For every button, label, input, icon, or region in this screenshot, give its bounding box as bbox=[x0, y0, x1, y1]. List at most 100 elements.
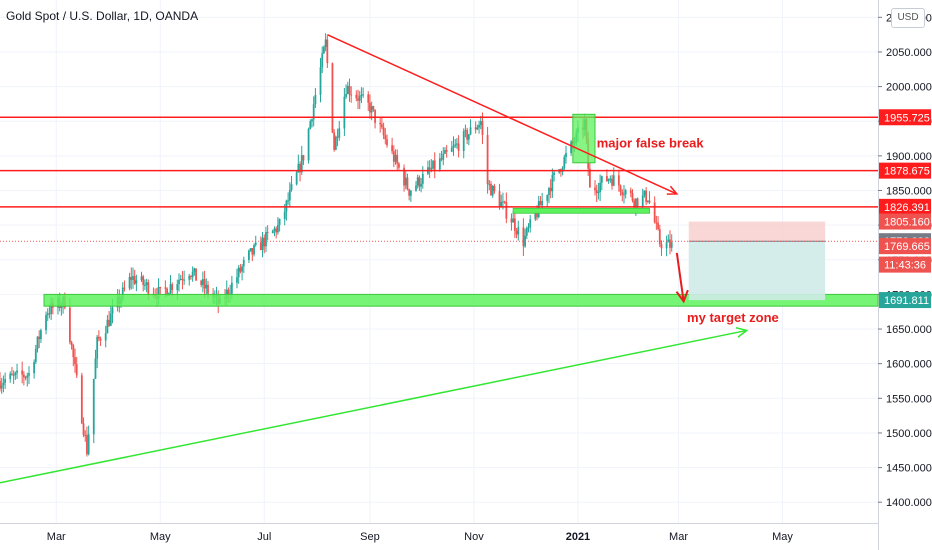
candle-body bbox=[326, 39, 329, 64]
candle-body bbox=[338, 128, 341, 138]
candle-body bbox=[456, 143, 458, 145]
candle-body bbox=[500, 201, 503, 207]
candle-body bbox=[416, 177, 419, 186]
candle-body bbox=[670, 242, 673, 248]
candle-body bbox=[466, 130, 469, 140]
candle-body bbox=[2, 382, 5, 385]
candle-body bbox=[462, 131, 465, 152]
candle-body bbox=[548, 188, 550, 196]
candle-body bbox=[415, 185, 417, 191]
candle-body bbox=[655, 222, 658, 224]
y-tick-label: 1900.000 bbox=[886, 151, 932, 163]
candle-body bbox=[135, 280, 138, 284]
candle-body bbox=[372, 106, 375, 110]
candle-body bbox=[553, 172, 555, 175]
x-tick-label: Jul bbox=[257, 531, 271, 543]
candle-body bbox=[391, 145, 394, 152]
candle-body bbox=[386, 139, 388, 146]
candle-body bbox=[430, 168, 433, 170]
candle-body bbox=[300, 155, 303, 173]
candle-body bbox=[452, 145, 455, 148]
candle-body bbox=[24, 377, 27, 379]
candle-body bbox=[200, 280, 203, 285]
candle-body bbox=[297, 163, 300, 173]
candle-body bbox=[488, 183, 491, 185]
candle-body bbox=[588, 168, 591, 188]
candle-body bbox=[457, 143, 460, 152]
candle-body bbox=[355, 94, 358, 99]
candle-body bbox=[636, 198, 639, 207]
candle-body bbox=[157, 287, 160, 299]
candle-body bbox=[643, 190, 646, 196]
candle-body bbox=[290, 184, 293, 190]
x-tick-label: Nov bbox=[464, 531, 484, 543]
x-tick-label: May bbox=[772, 531, 793, 543]
candle-body bbox=[658, 229, 661, 245]
candle-body bbox=[541, 200, 544, 206]
candle-body bbox=[657, 222, 659, 230]
candle-body bbox=[70, 342, 73, 346]
candle-body bbox=[665, 242, 668, 249]
candle-body bbox=[645, 190, 648, 202]
candle-body bbox=[512, 218, 515, 223]
candle-body bbox=[619, 185, 622, 192]
position-stop-box[interactable] bbox=[688, 221, 826, 242]
candle-body bbox=[502, 201, 504, 203]
candle-body bbox=[205, 284, 208, 289]
candle-body bbox=[142, 276, 145, 286]
candle-body bbox=[46, 313, 49, 316]
price-tag: 11:43:36 bbox=[884, 260, 926, 272]
y-tick-label: 1400.000 bbox=[886, 497, 932, 509]
candle-body bbox=[600, 176, 603, 183]
candle-body bbox=[358, 95, 361, 101]
candle-body bbox=[82, 423, 85, 435]
uptrend-line[interactable] bbox=[0, 329, 747, 484]
candle-body bbox=[169, 284, 172, 294]
candle-body bbox=[334, 136, 337, 150]
forecast-arrow-line[interactable] bbox=[675, 252, 685, 302]
candle-body bbox=[312, 104, 315, 120]
y-tick-label: 1450.000 bbox=[886, 463, 932, 475]
candle-body bbox=[374, 109, 376, 123]
candle-body bbox=[12, 374, 15, 376]
candle-body bbox=[551, 174, 554, 192]
candle-body bbox=[367, 94, 370, 103]
candle-body bbox=[144, 284, 146, 286]
candle-body bbox=[96, 336, 99, 359]
candle-body bbox=[203, 279, 206, 289]
candle-body bbox=[505, 202, 508, 219]
chart-title: Gold Spot / U.S. Dollar, 1D, OANDA bbox=[6, 9, 199, 23]
candle-body bbox=[478, 124, 480, 128]
candle-body bbox=[261, 237, 264, 251]
candle-body bbox=[26, 375, 29, 378]
candle-body bbox=[607, 179, 610, 182]
y-tick-label: 1850.000 bbox=[886, 185, 932, 197]
candle-body bbox=[433, 160, 436, 170]
candle-body bbox=[444, 150, 446, 154]
x-tick-label: 2021 bbox=[566, 531, 590, 543]
support-box[interactable] bbox=[512, 207, 650, 214]
target-zone-band[interactable] bbox=[43, 293, 879, 307]
candle-body bbox=[178, 279, 180, 285]
candle-body bbox=[159, 287, 162, 289]
candle-body bbox=[68, 307, 71, 343]
x-tick-label: May bbox=[150, 531, 171, 543]
candle-body bbox=[597, 192, 600, 194]
level-price-tag: 1955.725 bbox=[884, 112, 930, 124]
candle-body bbox=[132, 276, 134, 280]
candle-body bbox=[469, 127, 472, 135]
candle-body bbox=[195, 268, 197, 281]
currency-button[interactable]: USD bbox=[891, 8, 925, 28]
false-break-box[interactable] bbox=[572, 113, 596, 164]
position-target-box[interactable] bbox=[688, 241, 826, 301]
candle-body bbox=[179, 278, 182, 280]
x-tick-label: Sep bbox=[360, 531, 380, 543]
candle-body bbox=[92, 378, 95, 435]
candle-body bbox=[130, 276, 133, 280]
candle-body bbox=[440, 158, 443, 160]
candle-body bbox=[396, 154, 399, 164]
candle-body bbox=[181, 278, 184, 280]
candle-body bbox=[660, 244, 663, 249]
downtrend-line[interactable] bbox=[327, 33, 678, 195]
